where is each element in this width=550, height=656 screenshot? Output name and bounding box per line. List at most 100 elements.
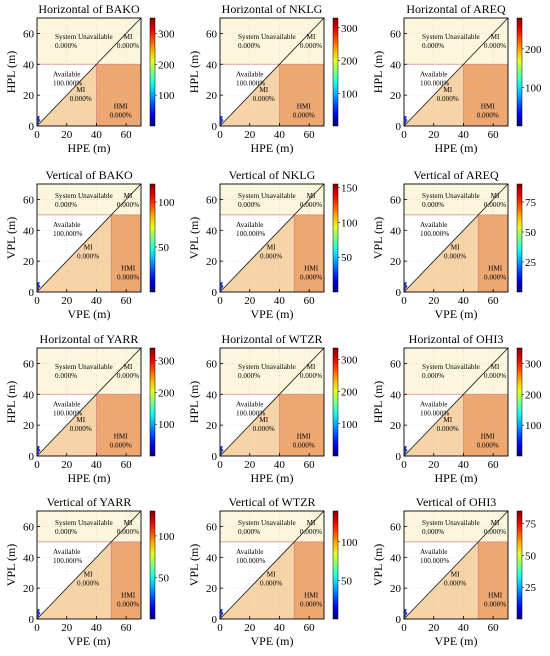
data-point [219, 284, 222, 287]
diagonal-line [403, 17, 509, 127]
label-mi-upper: MI [491, 33, 500, 41]
diagonal-line [36, 183, 142, 293]
x-axis-label: HPE (m) [435, 471, 478, 485]
pct-available: 100.000% [420, 557, 449, 565]
pct-mi-upper: 0.000% [484, 201, 506, 209]
data-point [37, 288, 39, 290]
y-tick-label: 60 [390, 521, 402, 533]
y-axis-label: VPL (m) [371, 217, 385, 260]
label-available: Available [236, 400, 263, 408]
y-tick-label: 40 [390, 552, 402, 564]
label-system-unavailable: System Unavailable [238, 363, 296, 371]
stanford-plot-panel: Vertical of NKLG 0 20 40 60 0 20 40 60 VPE (m) VPL… [183, 166, 366, 329]
x-tick-label: 60 [488, 459, 500, 471]
label-mi-upper: MI [307, 519, 316, 527]
chart-title: Vertical of BAKO [45, 168, 133, 182]
colorbar [516, 510, 523, 620]
region-mi-lower [220, 541, 295, 619]
y-axis-label: VPL (m) [371, 544, 385, 587]
colorbar-tick-label: 50 [525, 227, 537, 239]
pct-system-unavailable: 0.000% [422, 528, 444, 536]
data-point [219, 611, 222, 614]
data-point [220, 283, 223, 285]
data-point [221, 119, 224, 122]
data-point [404, 610, 407, 612]
data-point [403, 284, 406, 287]
chart-title: Vertical of NKLG [229, 168, 316, 182]
stanford-plot-svg: Horizontal of BAKO 0 20 40 60 0 20 40 60 HPE (m) H… [4, 2, 175, 155]
colorbar-tick-label: 100 [341, 537, 358, 549]
label-mi-lower: MI [259, 416, 268, 424]
x-tick-label: 60 [488, 129, 500, 141]
y-tick-label: 20 [390, 256, 402, 268]
colorbar-tick-label: 50 [158, 242, 170, 254]
stanford-plot-svg: Vertical of NKLG 0 20 40 60 0 20 40 60 VPE (m) VPL… [187, 168, 358, 321]
data-point [404, 288, 406, 290]
data-point [405, 612, 408, 615]
colorbar-tick-label: 200 [158, 387, 175, 399]
label-hmi: HMI [488, 591, 503, 599]
x-tick-label: 40 [458, 459, 470, 471]
diagonal-line [36, 510, 142, 620]
label-system-unavailable: System Unavailable [422, 363, 480, 371]
axes-frame [403, 347, 509, 457]
pct-mi-lower: 0.000% [437, 95, 459, 103]
colorbar [149, 510, 156, 620]
pct-mi-lower: 0.000% [77, 580, 99, 588]
y-tick-label: 60 [390, 28, 402, 40]
label-system-unavailable: System Unavailable [238, 519, 296, 527]
axes-frame [219, 510, 325, 620]
pct-mi-lower: 0.000% [253, 425, 275, 433]
pct-mi-lower: 0.000% [260, 580, 282, 588]
pct-mi-lower: 0.000% [437, 425, 459, 433]
colorbar-tick-label: 200 [525, 44, 542, 56]
label-available: Available [420, 70, 447, 78]
data-point [220, 445, 223, 448]
label-hmi: HMI [481, 433, 496, 441]
pct-system-unavailable: 0.000% [422, 42, 444, 50]
label-mi-upper: MI [307, 33, 316, 41]
y-tick-label: 60 [206, 28, 218, 40]
chart-title: Horizontal of OHI3 [409, 332, 504, 346]
y-tick-label: 40 [206, 552, 218, 564]
data-point [36, 118, 39, 121]
label-hmi: HMI [121, 264, 136, 272]
data-point [37, 445, 40, 448]
region-mi-lower [37, 541, 112, 619]
y-tick-label: 40 [390, 59, 402, 71]
diagonal-line [403, 183, 509, 293]
colorbar-tick-label: 100 [158, 419, 175, 431]
data-point [38, 119, 41, 122]
colorbar-tick-label: 200 [158, 59, 175, 71]
y-tick-label: 20 [23, 583, 35, 595]
y-tick-label: 20 [390, 90, 402, 102]
pct-available: 100.000% [420, 79, 449, 87]
y-tick-label: 0 [29, 287, 35, 299]
region-system-unavailable [220, 348, 324, 395]
data-point [404, 283, 407, 285]
label-hmi: HMI [297, 103, 312, 111]
x-axis-label: HPE (m) [68, 471, 111, 485]
colorbar [332, 183, 339, 293]
x-axis-label: VPE (m) [435, 634, 478, 648]
data-point [37, 452, 39, 454]
pct-system-unavailable: 0.000% [238, 201, 260, 209]
stanford-plot-panel: Horizontal of YARR 0 20 40 60 0 20 40 60 HPE (m) H… [0, 330, 183, 493]
y-axis-label: VPL (m) [4, 217, 18, 260]
chart-title: Horizontal of WTZR [221, 332, 322, 346]
x-axis-label: VPE (m) [68, 307, 111, 321]
y-axis-label: HPL (m) [4, 381, 18, 424]
label-mi-lower: MI [267, 571, 276, 579]
colorbar-tick-label: 50 [341, 252, 353, 264]
colorbar-tick-label: 300 [158, 28, 175, 40]
stanford-plot-svg: Vertical of AREQ 0 20 40 60 0 20 40 60 VPE (m) VPL… [371, 168, 537, 321]
colorbar-tick-label: 100 [341, 217, 358, 229]
y-tick-label: 20 [206, 90, 218, 102]
colorbar-tick-label: 300 [525, 358, 542, 370]
label-mi-upper: MI [307, 192, 316, 200]
region-system-unavailable [404, 18, 508, 65]
stanford-plot-svg: Horizontal of OHI3 0 20 40 60 0 20 40 60 HPE (m) H… [371, 332, 542, 485]
x-tick-label: 60 [304, 459, 316, 471]
label-available: Available [53, 221, 80, 229]
